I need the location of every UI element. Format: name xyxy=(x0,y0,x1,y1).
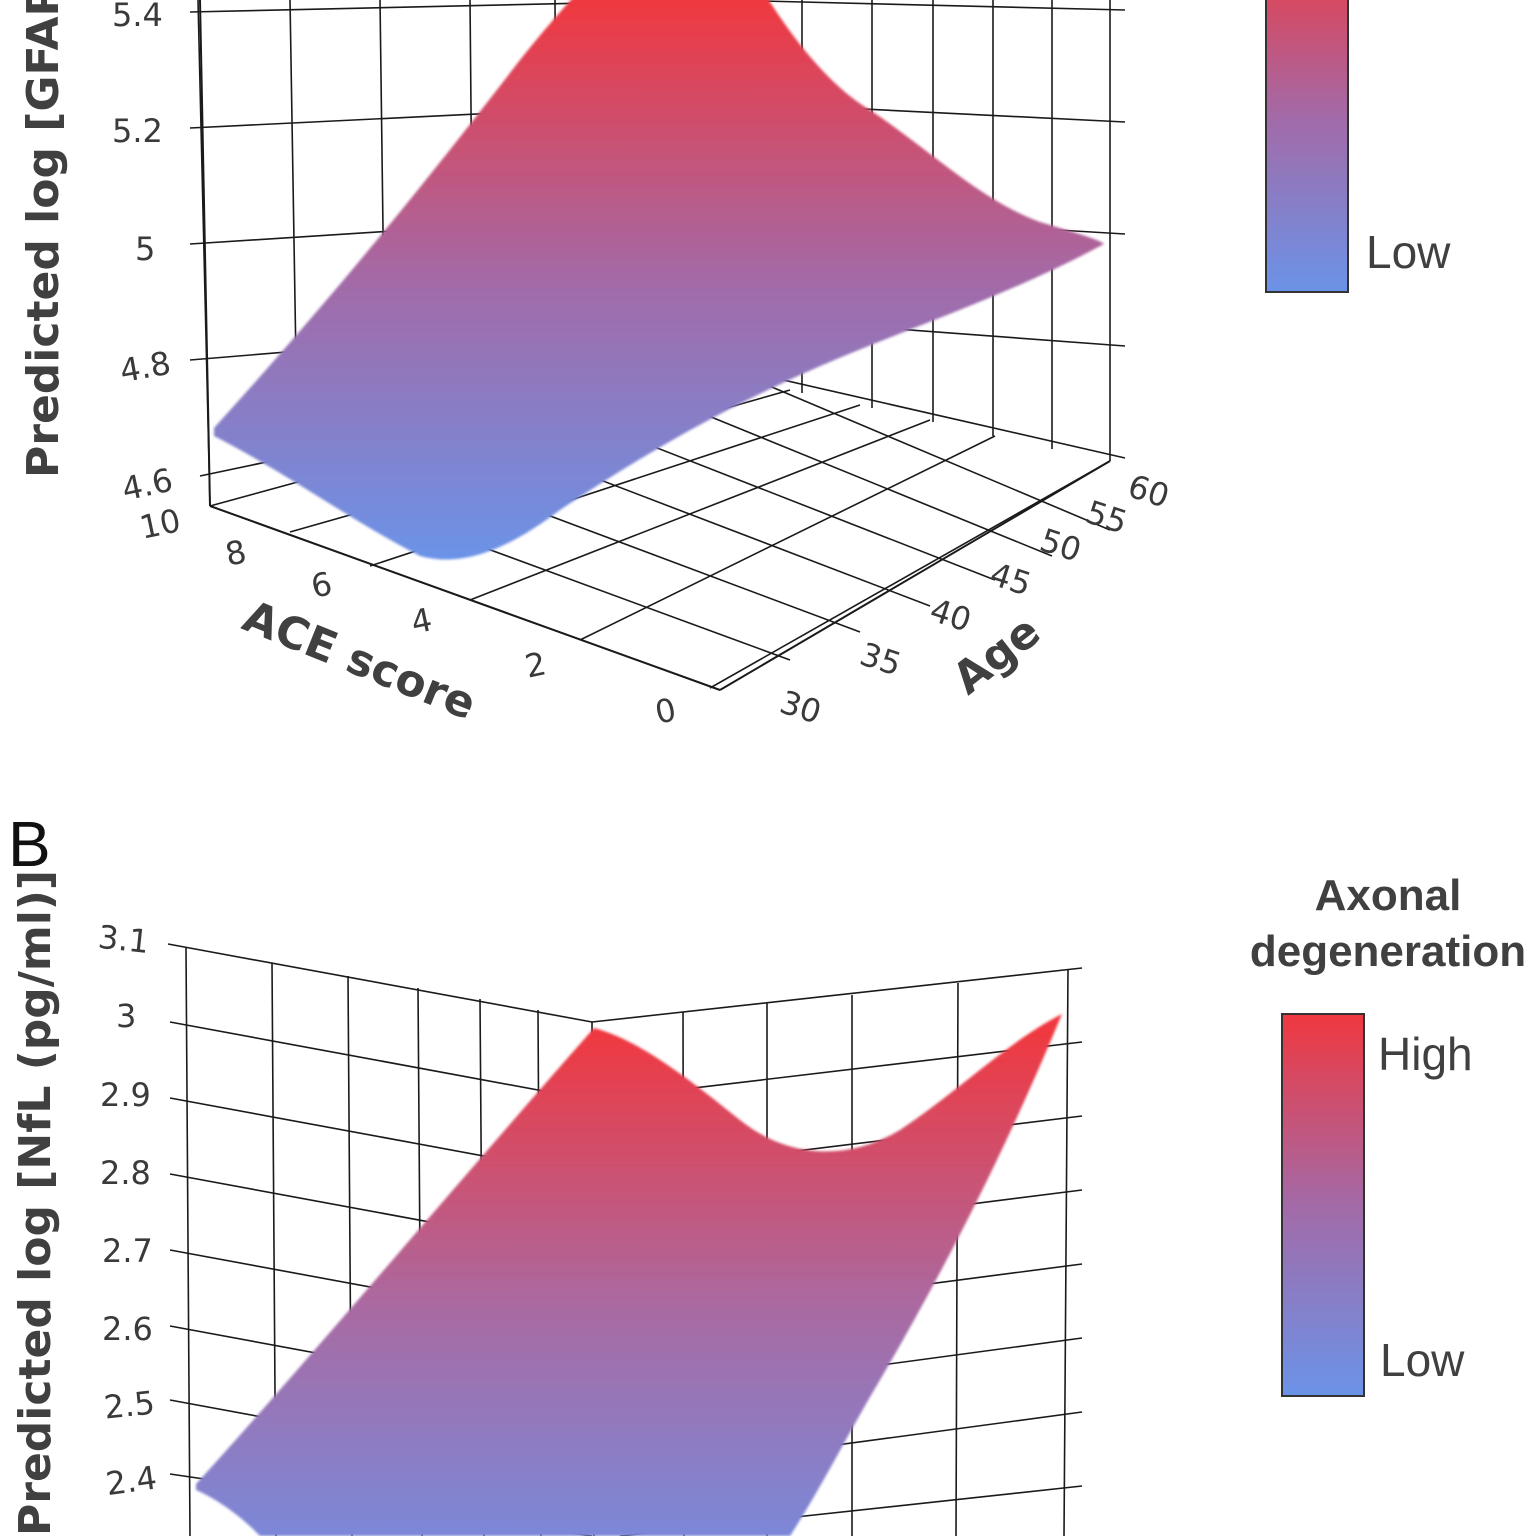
panel-b-colorbar: Axonal degeneration High Low xyxy=(1250,871,1526,1397)
panel-b-y-tick: 2.6 xyxy=(102,1310,153,1348)
panel-a-age-tick: 35 xyxy=(855,635,905,684)
panel-b-surface xyxy=(196,1014,1062,1536)
panel-a-ace-axis-line xyxy=(209,505,721,691)
panel-b-y-ticks: 3.1 3 2.9 2.8 2.7 2.6 2.5 2.4 xyxy=(96,918,159,1503)
panel-b-y-tick: 2.9 xyxy=(100,1076,151,1114)
panel-b-colorbar-title-line2: degeneration xyxy=(1250,927,1526,976)
panel-a-colorbar-low-label: Low xyxy=(1366,226,1451,278)
panel-b-label: B xyxy=(8,808,51,880)
panel-a-age-tick: 50 xyxy=(1035,521,1085,570)
panel-a-surface xyxy=(214,0,1104,560)
panel-a-age-tick: 30 xyxy=(775,683,825,732)
panel-a-ace-axis-title: ACE score xyxy=(236,591,483,730)
panel-a-ace-tick: 0 xyxy=(652,690,680,731)
panel-b-y-tick: 3.1 xyxy=(96,918,151,961)
panel-b-colorbar-title-line1: Axonal xyxy=(1315,871,1462,920)
panel-a-ace-tick: 2 xyxy=(522,644,550,685)
panel-a-ace-tick: 6 xyxy=(308,564,336,605)
panel-b-y-axis-title: Predicted log [NfL (pg/ml)] xyxy=(10,870,61,1536)
panel-a-age-axis-line xyxy=(719,460,1111,691)
panel-b-y-tick: 2.8 xyxy=(100,1154,151,1192)
panel-a-age-tick: 60 xyxy=(1123,467,1173,516)
panel-a-y-tick: 4.8 xyxy=(117,344,174,390)
panel-a-y-axis-title: Predicted log [GFAP (pg xyxy=(18,0,69,478)
panel-a-ace-tick: 4 xyxy=(408,600,436,641)
panel-b-y-tick: 3 xyxy=(116,997,136,1035)
panel-b-colorbar-low-label: Low xyxy=(1380,1334,1465,1386)
panel-a-ace-tick: 10 xyxy=(136,501,184,547)
panel-a-y-tick: 4.6 xyxy=(118,461,176,509)
panel-a-age-tick: 40 xyxy=(925,591,975,640)
panel-b-colorbar-high-label: High xyxy=(1378,1028,1473,1080)
panel-a-colorbar-bar xyxy=(1265,0,1349,293)
panel-b-y-tick: 2.4 xyxy=(103,1458,159,1503)
panel-a-y-tick: 5.4 xyxy=(112,0,163,34)
panel-a-age-tick: 45 xyxy=(985,555,1035,604)
panel-a-y-ticks: 5.4 5.2 5 4.8 4.6 xyxy=(112,0,176,508)
panel-a-y-tick: 5 xyxy=(135,230,155,268)
panel-b: B xyxy=(8,808,1526,1536)
panel-a: 5.4 5.2 5 4.8 4.6 10 8 6 4 2 0 30 35 40 … xyxy=(18,0,1451,732)
panel-b-y-tick: 2.5 xyxy=(102,1384,157,1427)
panel-b-y-tick: 2.7 xyxy=(102,1232,153,1270)
panel-a-y-tick: 5.2 xyxy=(112,112,163,150)
panel-a-colorbar: Low xyxy=(1265,0,1451,293)
panel-a-y-axis-line xyxy=(199,0,211,507)
panel-a-ace-tick: 8 xyxy=(222,532,250,573)
panel-b-colorbar-bar xyxy=(1281,1013,1365,1397)
